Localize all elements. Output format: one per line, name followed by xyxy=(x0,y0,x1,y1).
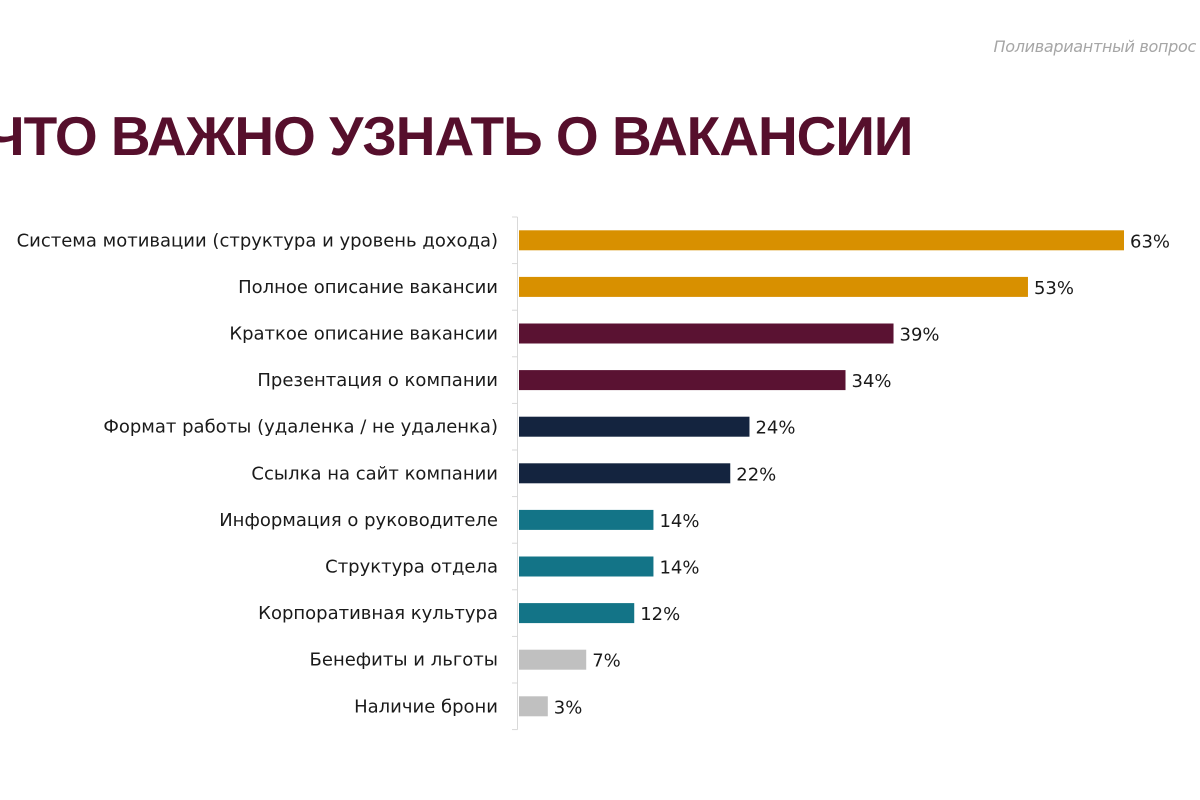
page-title: ЧТО ВАЖНО УЗНАТЬ О ВАКАНСИИ xyxy=(0,105,913,167)
category-label: Ссылка на сайт компании xyxy=(251,463,498,484)
data-label: 24% xyxy=(755,418,795,439)
category-label: Структура отдела xyxy=(325,557,498,578)
category-label: Формат работы (удаленка / не удаленка) xyxy=(103,417,498,438)
bar xyxy=(519,230,1124,251)
bar xyxy=(519,276,1028,297)
bar xyxy=(519,696,548,717)
category-label: Информация о руководителе xyxy=(219,510,498,531)
data-label: 3% xyxy=(554,697,583,718)
bar xyxy=(519,603,635,624)
data-label: 63% xyxy=(1130,231,1170,252)
data-label: 7% xyxy=(592,651,621,672)
data-label: 53% xyxy=(1034,278,1074,299)
bar xyxy=(519,323,894,344)
category-label: Бенефиты и льготы xyxy=(310,650,498,671)
category-label: Система мотивации (структура и уровень д… xyxy=(17,230,498,251)
bar xyxy=(519,370,846,391)
category-label: Краткое описание вакансии xyxy=(229,324,498,345)
data-label: 14% xyxy=(659,558,699,579)
data-label: 14% xyxy=(659,511,699,532)
category-label: Корпоративная культура xyxy=(258,603,498,624)
bar xyxy=(519,463,731,484)
data-label: 39% xyxy=(900,325,940,346)
bar xyxy=(519,416,750,437)
bar xyxy=(519,556,654,577)
category-label: Полное описание вакансии xyxy=(238,277,498,298)
question-type-subtitle: Поливариантный вопрос xyxy=(993,37,1196,56)
category-label: Наличие брони xyxy=(354,696,498,717)
data-label: 34% xyxy=(852,371,892,392)
bar xyxy=(519,509,654,530)
data-label: 12% xyxy=(640,604,680,625)
data-label: 22% xyxy=(736,464,776,485)
category-label: Презентация о компании xyxy=(257,370,498,391)
bar xyxy=(519,649,587,670)
